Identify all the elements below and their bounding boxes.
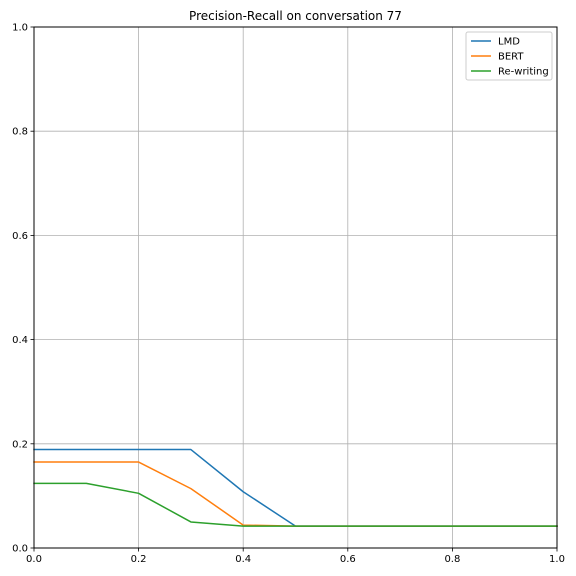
- legend: LMD BERT Re-writing: [465, 31, 553, 81]
- legend-label-bert: BERT: [498, 52, 524, 63]
- y-tick-label: 1.0: [12, 23, 28, 34]
- legend-box: [465, 31, 553, 81]
- legend-label-lmd: LMD: [498, 37, 520, 48]
- plot-frame: [33, 26, 558, 549]
- y-tick-label: 0.6: [12, 231, 28, 242]
- series-lines: [33, 448, 558, 527]
- grid: [33, 26, 558, 549]
- x-tick-label: 0.8: [444, 554, 460, 565]
- x-tick-label: 0.0: [26, 554, 42, 565]
- y-tick-label: 0.2: [12, 439, 28, 450]
- x-tick-label: 0.2: [131, 554, 147, 565]
- series-line-re-writing: [33, 482, 558, 527]
- legend-label-re-writing: Re-writing: [498, 67, 549, 78]
- y-tick-label: 0.0: [12, 544, 28, 555]
- x-tick-label: 1.0: [549, 554, 565, 565]
- y-tick-label: 0.4: [12, 335, 28, 346]
- x-tick-label: 0.4: [235, 554, 251, 565]
- series-line-bert: [33, 461, 558, 527]
- y-tick-label: 0.8: [12, 127, 28, 138]
- x-tick-label: 0.6: [340, 554, 356, 565]
- chart-title: Precision-Recall on conversation 77: [189, 9, 402, 23]
- axis-ticks: 0.0 0.2 0.4 0.6 0.8 1.0 0.0 0.2 0.4 0.6 0.8 1.0: [12, 23, 565, 566]
